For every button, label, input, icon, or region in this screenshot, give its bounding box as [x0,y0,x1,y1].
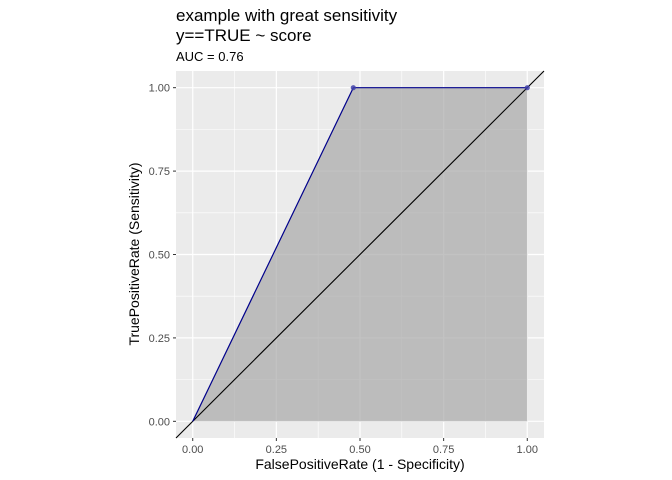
chart-title-line-1: example with great sensitivity [176,6,398,25]
y-axis-ticks: 0.00 0.25 0.50 0.75 1.00 [149,83,176,428]
y-tick-label: 1.00 [149,83,170,95]
x-axis-title: FalsePositiveRate (1 - Specificity) [255,456,464,472]
x-tick-label: 1.00 [517,444,538,456]
chart-title-line-2: y==TRUE ~ score [176,26,312,45]
roc-point [350,85,356,91]
x-axis-ticks: 0.00 0.25 0.50 0.75 1.00 [182,438,538,456]
y-tick-label: 0.00 [149,416,170,428]
diagonal-reference-line [175,70,545,439]
x-tick-label: 0.25 [266,444,287,456]
x-tick-label: 0.75 [433,444,454,456]
chart-subtitle: AUC = 0.76 [176,49,244,64]
y-tick-label: 0.25 [149,333,170,345]
x-tick-label: 0.50 [349,444,370,456]
x-tick-label: 0.00 [182,444,203,456]
roc-marks [175,70,545,439]
y-tick-label: 0.50 [149,250,170,262]
y-tick-label: 0.75 [149,166,170,178]
roc-point [524,85,530,91]
y-axis-title: TruePositiveRate (Sensitivity) [126,162,142,345]
